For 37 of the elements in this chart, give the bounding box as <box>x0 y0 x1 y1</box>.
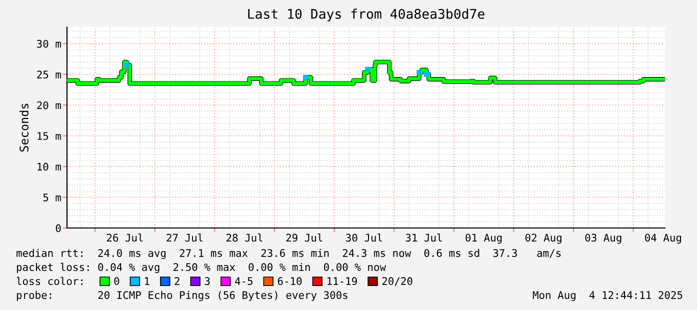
legend-label: 11-19 <box>328 277 357 286</box>
legend-label: 2 <box>174 277 180 285</box>
legend-label: 4-5 <box>234 277 252 286</box>
x-tick-label: 30 Jul <box>346 234 382 242</box>
text: median rtt: 24.0 ms avg 27.1 ms max 23.6 ms min 24.3 ms now 0.6 ms sd 37.3 am/s <box>16 248 561 260</box>
y-tick-label: 30 m <box>37 40 61 48</box>
y-tick-label: 20 m <box>37 101 61 110</box>
point <box>124 62 130 68</box>
y-tick-label: 10 m <box>38 162 61 171</box>
legend-label: 0 <box>114 277 120 286</box>
text: probe: 20 ICMP Echo Pings (56 Bytes) every 300s <box>16 290 348 302</box>
legend-label: 3 <box>204 277 210 286</box>
legend-label: 1 <box>145 277 150 285</box>
legend-label: 20/20 <box>382 277 412 286</box>
y-tick-label: 25 m <box>37 70 61 78</box>
x-tick-label: 26 Jul <box>106 234 143 242</box>
point <box>416 70 422 76</box>
x-tick-label: 04 Aug <box>645 234 682 244</box>
text: packet loss: 0.04 % avg 2.50 % max 0.00 % min 0.00 % now <box>16 262 386 274</box>
x-tick-label: 27 Jul <box>166 234 203 242</box>
point <box>424 72 429 77</box>
x-tick-label: 03 Aug <box>585 234 622 244</box>
x-tick-label: 29 Jul <box>286 234 322 242</box>
legend-label: 6-10 <box>278 277 302 286</box>
y-tick-label: 5 m <box>43 194 61 202</box>
x-tick-label: 31 Jul <box>406 234 442 242</box>
chart-title: Last 10 Days from 40a8ea3b0d7e <box>248 8 484 22</box>
x-tick-label: 01 Aug <box>466 234 502 244</box>
x-tick-label: 28 Jul <box>226 234 262 242</box>
y-tick-label: 0 <box>56 224 61 232</box>
text: loss color: <box>16 276 82 286</box>
x-tick-label: 02 Aug <box>525 234 562 244</box>
point <box>365 66 370 72</box>
text: Mon Aug 4 12:44:11 2025 <box>532 291 682 302</box>
y-tick-label: 15 m <box>38 132 61 140</box>
point <box>302 74 308 80</box>
y-axis-title: Seconds <box>19 104 29 152</box>
